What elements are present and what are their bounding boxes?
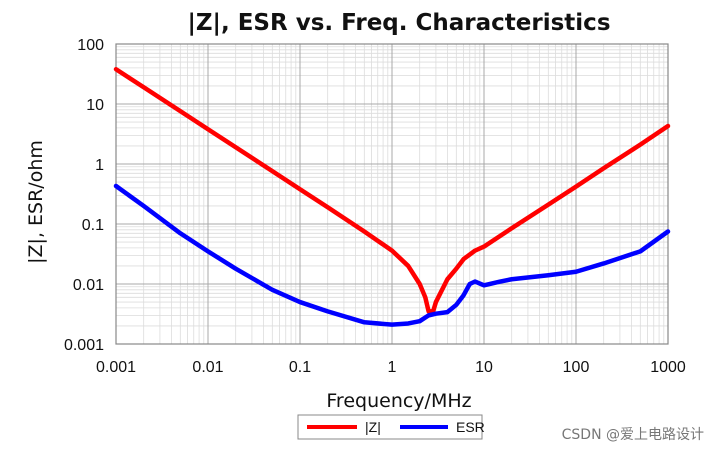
y-tick-label: 1: [95, 157, 104, 174]
x-axis-label: Frequency/MHz: [326, 390, 471, 412]
y-tick-label: 0.1: [82, 217, 104, 234]
y-axis-label: |Z|, ESR/ohm: [25, 140, 47, 264]
x-tick-label: 0.01: [192, 359, 223, 376]
series-z-line: [113, 66, 671, 314]
y-tick-labels: 100 10 1 0.1 0.01 0.001: [64, 37, 104, 354]
legend: |Z| ESR: [297, 414, 485, 440]
x-tick-labels: 0.001 0.01 0.1 1 10 100 1000: [96, 359, 686, 376]
x-tick-label: 1000: [650, 359, 686, 376]
y-tick-label: 0.001: [64, 337, 104, 354]
x-tick-label: 10: [475, 359, 493, 376]
chart-title: |Z|, ESR vs. Freq. Characteristics: [187, 10, 610, 36]
x-tick-label: 1: [388, 359, 397, 376]
legend-label-esr: ESR: [456, 419, 485, 435]
x-tick-label: 0.1: [289, 359, 311, 376]
y-tick-label: 0.01: [73, 277, 104, 294]
watermark-text: CSDN @爱上电路设计: [561, 427, 704, 443]
y-tick-label: 10: [86, 97, 104, 114]
plot-area: [115, 43, 669, 345]
x-tick-label: 100: [563, 359, 590, 376]
legend-label-z: |Z|: [365, 419, 381, 435]
series-layer: [113, 66, 671, 327]
series-esr-line: [113, 183, 671, 327]
y-tick-label: 100: [77, 37, 104, 54]
x-tick-label: 0.001: [96, 359, 136, 376]
